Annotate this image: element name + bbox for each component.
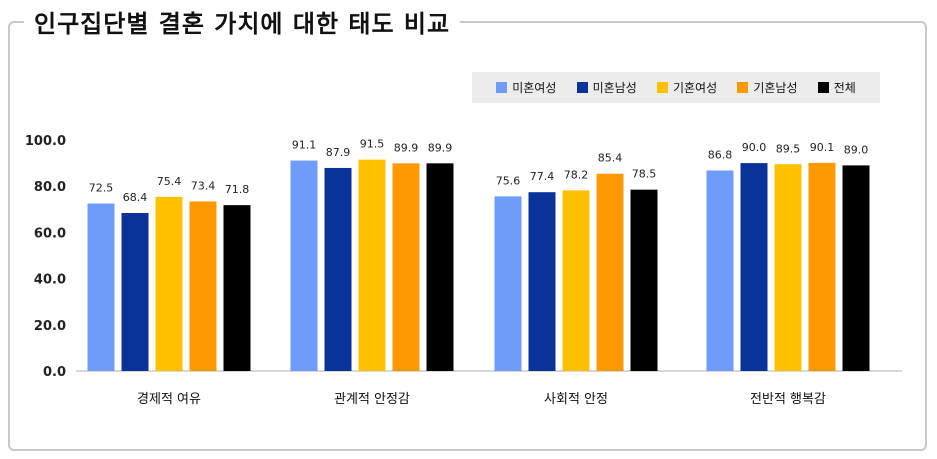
legend-label: 전체 bbox=[833, 81, 856, 95]
legend-swatch-married-women bbox=[656, 82, 668, 93]
data-label: 89.5 bbox=[776, 142, 801, 155]
y-axis-labels: 0.0 20.0 40.0 60.0 80.0 100.0 bbox=[25, 134, 66, 380]
bar bbox=[842, 165, 870, 371]
data-label: 91.5 bbox=[360, 138, 385, 151]
y-tick-label: 20.0 bbox=[34, 319, 66, 334]
title-container: 인구집단별 결혼 가치에 대한 태도 비교 bbox=[24, 4, 461, 38]
bar bbox=[562, 190, 590, 371]
legend-swatch-married-men bbox=[737, 82, 749, 93]
bar bbox=[630, 189, 658, 371]
bar bbox=[808, 162, 836, 371]
legend-item: 미혼여성 bbox=[496, 79, 556, 96]
data-label: 90.0 bbox=[742, 141, 767, 154]
x-category-label: 관계적 안정감 bbox=[334, 392, 410, 407]
bar bbox=[121, 212, 149, 371]
bar bbox=[706, 170, 734, 371]
bar bbox=[358, 159, 386, 371]
bar bbox=[87, 203, 115, 371]
bar bbox=[494, 196, 522, 371]
bar bbox=[740, 163, 768, 371]
chart-frame bbox=[8, 21, 927, 451]
data-label: 71.8 bbox=[225, 183, 250, 196]
data-label: 78.2 bbox=[564, 168, 589, 181]
legend-item: 기혼여성 bbox=[656, 79, 718, 96]
bar bbox=[155, 196, 183, 371]
legend-label: 미혼여성 bbox=[512, 81, 557, 95]
x-category-label: 사회적 안정 bbox=[544, 392, 608, 407]
legend-label: 기혼남성 bbox=[753, 81, 798, 95]
legend-item: 미혼남성 bbox=[576, 79, 637, 96]
data-label: 86.8 bbox=[708, 148, 733, 161]
legend-label: 기혼여성 bbox=[672, 81, 718, 95]
y-tick-label: 0.0 bbox=[43, 365, 66, 380]
data-label: 85.4 bbox=[598, 152, 623, 165]
bar bbox=[290, 160, 318, 371]
data-label: 75.6 bbox=[496, 174, 521, 187]
value-labels: 72.5 68.4 75.4 73.4 71.8 91.1 87.9 91.5 89.9 89.9… bbox=[89, 138, 869, 204]
data-label: 89.0 bbox=[844, 143, 869, 156]
category-labels: 경제적 여유 관계적 안정감 사회적 안정 전반적 행복감 bbox=[137, 391, 826, 407]
data-label: 72.5 bbox=[89, 182, 114, 195]
bar bbox=[774, 164, 802, 371]
y-tick-label: 40.0 bbox=[34, 273, 66, 288]
legend-item: 기혼남성 bbox=[737, 79, 798, 96]
legend-swatch-total bbox=[817, 82, 829, 93]
data-label: 87.9 bbox=[326, 146, 351, 159]
x-category-label: 전반적 행복감 bbox=[750, 391, 826, 407]
chart-title: 인구집단별 결혼 가치에 대한 태도 비교 bbox=[34, 9, 451, 38]
bar bbox=[223, 205, 251, 371]
bar bbox=[189, 201, 217, 371]
data-label: 75.4 bbox=[157, 175, 182, 188]
legend-label: 미혼남성 bbox=[592, 81, 637, 95]
data-label: 89.9 bbox=[428, 141, 453, 154]
data-label: 89.9 bbox=[394, 141, 419, 154]
data-label: 78.5 bbox=[632, 168, 657, 181]
legend: 미혼여성 미혼남성 기혼여성 기혼남성 전체 bbox=[472, 72, 880, 103]
x-category-label: 경제적 여유 bbox=[137, 392, 201, 407]
bar bbox=[426, 163, 454, 371]
bar bbox=[528, 192, 556, 371]
data-label: 68.4 bbox=[123, 191, 148, 204]
y-tick-label: 100.0 bbox=[25, 134, 66, 149]
data-label: 91.1 bbox=[292, 139, 317, 152]
legend-swatch-unmarried-men bbox=[576, 82, 588, 93]
bar bbox=[392, 163, 420, 371]
data-label: 73.4 bbox=[191, 179, 216, 192]
y-tick-label: 60.0 bbox=[34, 226, 66, 241]
y-tick-label: 80.0 bbox=[34, 180, 66, 195]
bar bbox=[596, 173, 624, 371]
data-label: 90.1 bbox=[810, 141, 835, 154]
bars bbox=[87, 159, 870, 371]
legend-swatch-unmarried-women bbox=[496, 82, 508, 93]
legend-item: 전체 bbox=[817, 79, 856, 96]
data-label: 77.4 bbox=[530, 170, 555, 183]
bar bbox=[324, 167, 352, 371]
